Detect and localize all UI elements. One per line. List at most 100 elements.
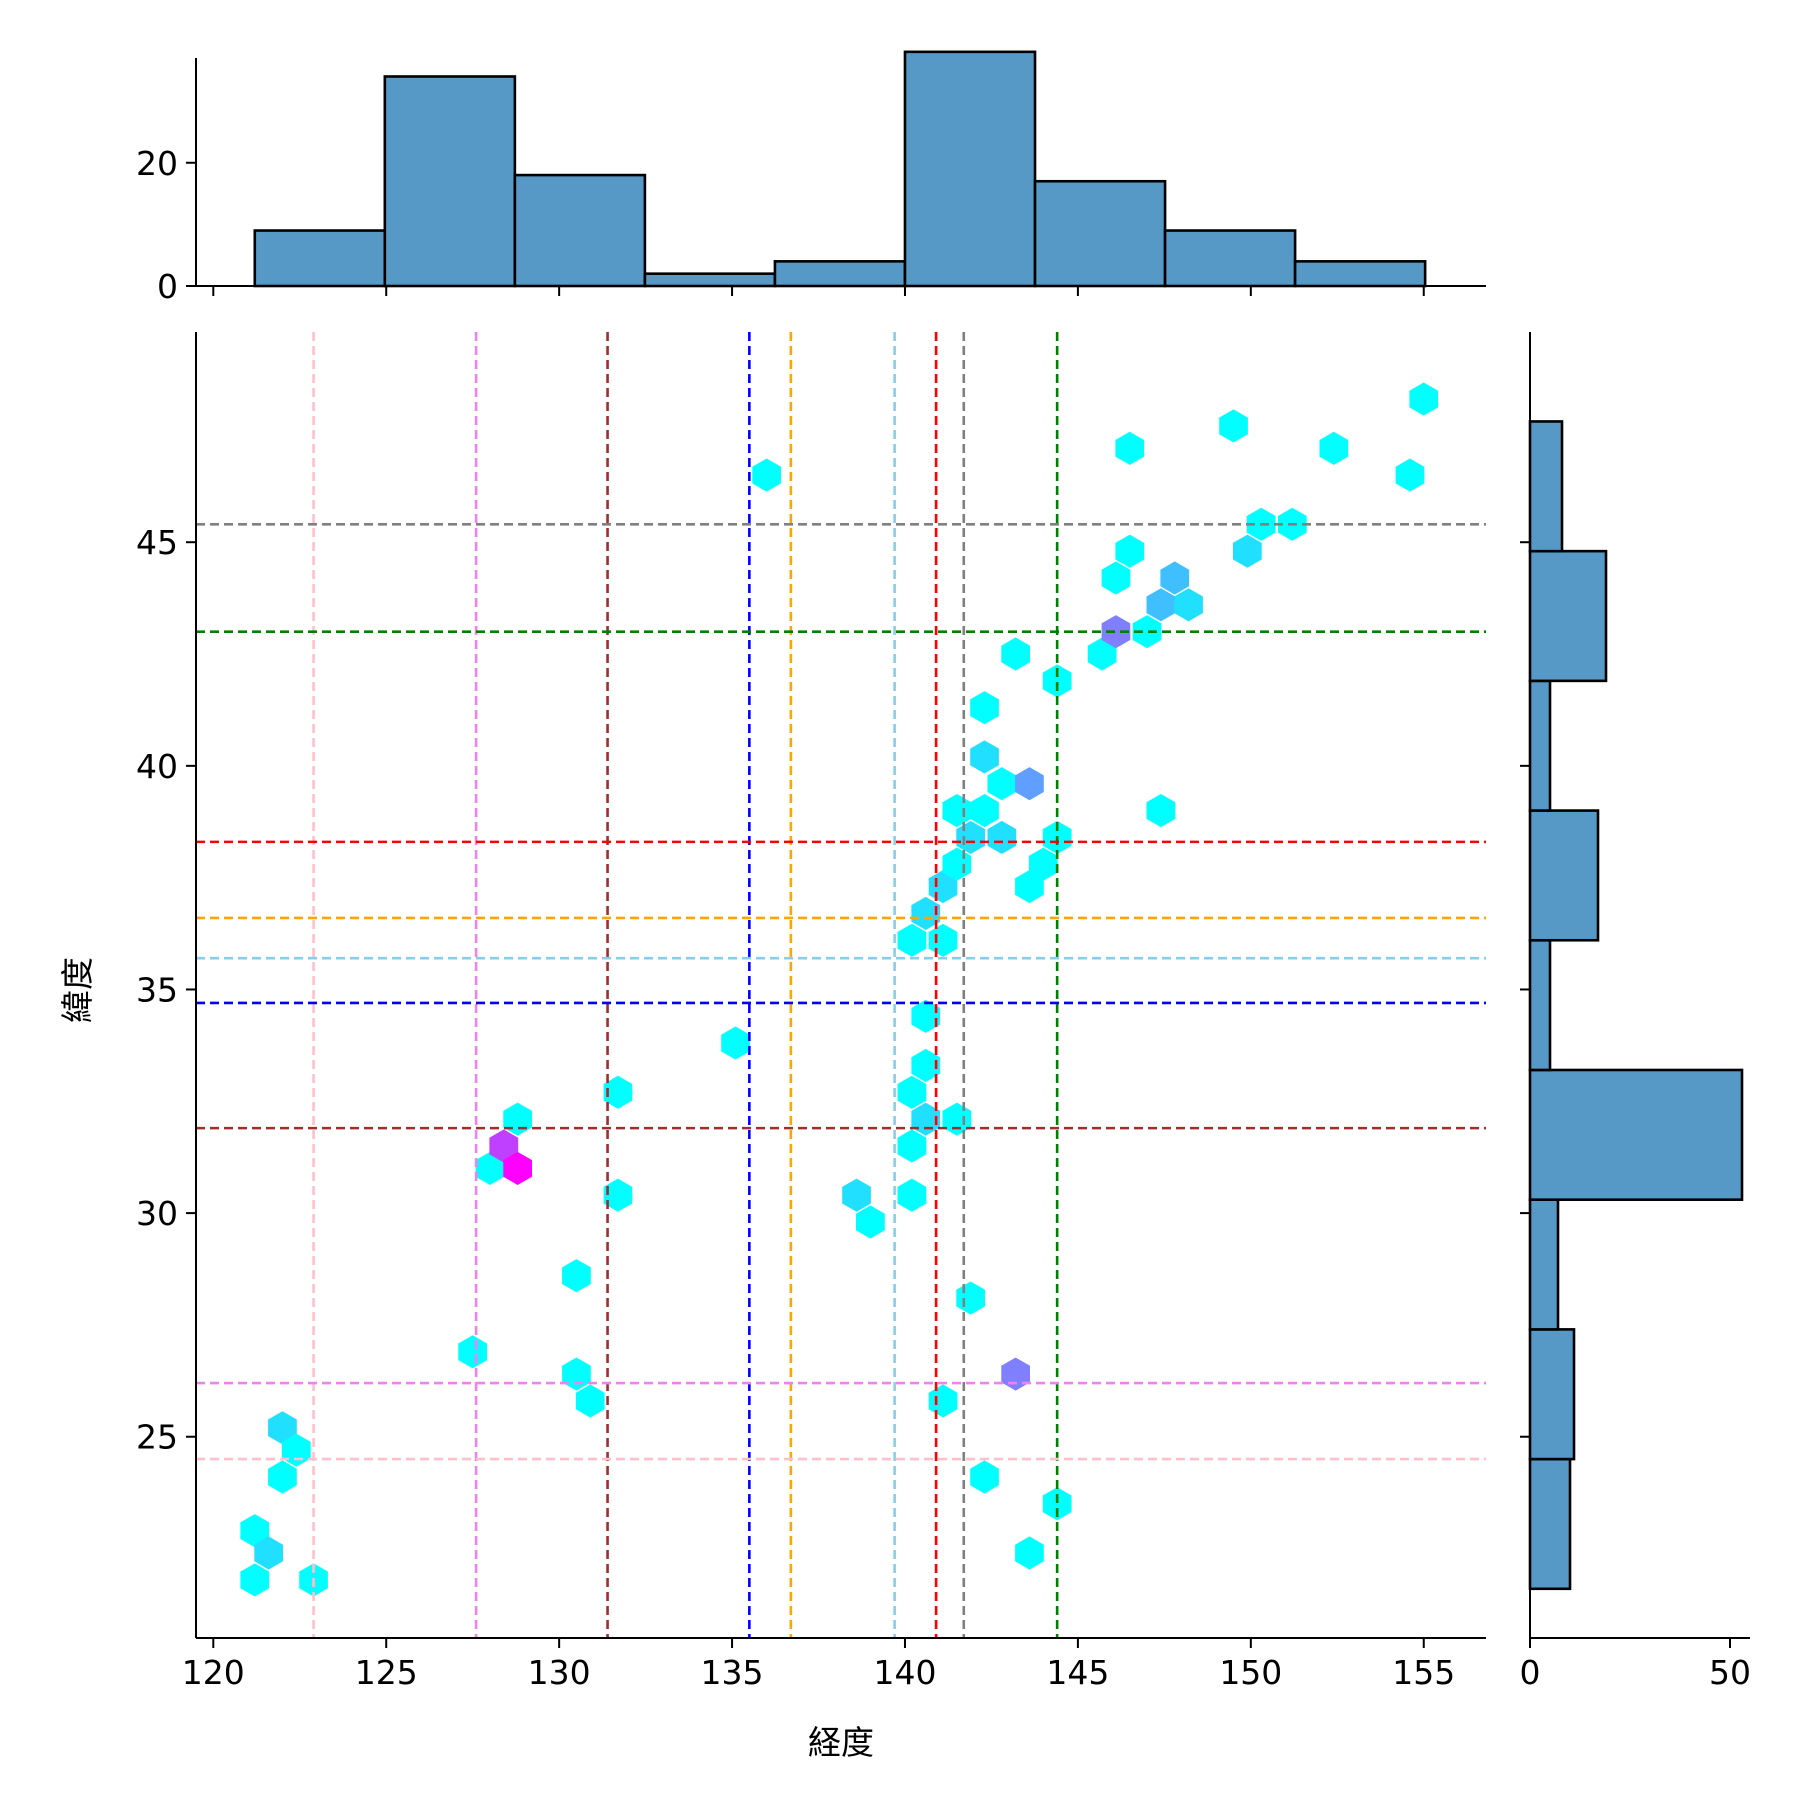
hexbin-cell: [562, 1357, 591, 1391]
hexbin-cell: [503, 1151, 532, 1185]
x-tick-label: 155: [1392, 1653, 1455, 1692]
y-tick-label: 45: [136, 523, 178, 562]
y-axis-label: 緯度: [58, 957, 97, 1023]
hexbin-cell: [897, 1129, 927, 1163]
hexbin-cell: [897, 1075, 927, 1109]
hexbin-cell: [856, 1205, 885, 1239]
hexbin-cell: [842, 1178, 871, 1212]
right-hist-x-tick-label: 0: [1520, 1653, 1541, 1692]
hexbin-cell: [911, 1048, 941, 1083]
hexbin-cell: [1042, 1487, 1072, 1521]
hexbin-cell: [1319, 431, 1349, 465]
x-tick-label: 140: [873, 1653, 936, 1692]
top-hist-bar: [643, 272, 777, 288]
x-tick-label: 135: [701, 1653, 764, 1692]
hexbin-cell: [928, 1384, 958, 1418]
hexbin-cell: [1015, 1536, 1044, 1570]
right-hist-bar: [1528, 1068, 1744, 1201]
right-hist-x-tick-label: 50: [1709, 1653, 1751, 1692]
hexbin-cell: [503, 1102, 532, 1136]
right-hist-bar: [1528, 420, 1564, 553]
top-hist-y-tick-label: 20: [136, 144, 178, 183]
hexbin-cell: [970, 740, 999, 774]
hexbin-cell: [1160, 561, 1190, 595]
y-tick-label: 30: [136, 1194, 178, 1233]
hexbin-cell: [1219, 409, 1248, 443]
vertical-reference-lines: [312, 332, 1059, 1638]
hexbin-cell: [987, 767, 1017, 801]
hexbin-cell: [970, 691, 999, 725]
hexbin-cell: [956, 1281, 985, 1315]
hexbin-cell: [1395, 458, 1425, 492]
hexbin-cell: [1001, 637, 1030, 671]
hexbin-cell: [970, 1460, 999, 1494]
hexbin-cell: [752, 458, 781, 492]
hexbin-cell: [1001, 1357, 1030, 1391]
right-hist-bar: [1528, 679, 1552, 812]
hexbin-cell: [562, 1259, 591, 1293]
hexbin-cell: [458, 1335, 487, 1369]
main-axes: 120 125 130 135 140 145 150 155 25 30 35 40 45: [136, 332, 1486, 1692]
hexbin-cell: [942, 1102, 972, 1136]
hexbin-cell: [956, 820, 985, 854]
hexbin-cell: [1115, 534, 1145, 568]
hexbin-cell: [911, 896, 941, 930]
hexbin-cell: [1233, 534, 1262, 568]
hexbin-cell: [281, 1433, 311, 1467]
right-hist-bar: [1528, 809, 1600, 942]
hexbin-cell: [268, 1460, 297, 1494]
horizontal-reference-lines: [196, 523, 1486, 1461]
hexbin-cell: [987, 820, 1017, 854]
hexbin-cells: [240, 382, 1439, 1597]
y-tick-label: 40: [136, 747, 178, 786]
hexbin-cell: [911, 999, 941, 1033]
hexbin-plot: 120 125 130 135 140 145 150 155 25 30 35 40 45: [136, 332, 1486, 1692]
top-histogram: 0 20: [136, 50, 1486, 306]
hexbin-cell: [1146, 588, 1176, 622]
hexbin-cell: [1132, 615, 1162, 649]
y-tick-label: 25: [136, 1418, 178, 1457]
x-tick-label: 130: [528, 1653, 591, 1692]
hexbin-cell: [603, 1178, 633, 1212]
top-hist-bar: [903, 50, 1037, 288]
right-hist-bar: [1528, 938, 1552, 1072]
right-hist-bar: [1528, 1328, 1576, 1461]
right-histogram: 0 50: [1520, 332, 1751, 1692]
hexbin-cell: [970, 794, 999, 828]
top-hist-bar: [1293, 260, 1427, 288]
hexbin-cell: [240, 1563, 270, 1597]
right-hist-bar: [1528, 1457, 1572, 1591]
hexbin-cell: [721, 1026, 750, 1060]
hexbin-cell: [942, 794, 972, 828]
hexbin-cell: [1015, 767, 1044, 801]
x-axis-label: 経度: [808, 1723, 874, 1762]
x-tick-label: 120: [182, 1653, 245, 1692]
right-hist-bar: [1528, 549, 1608, 683]
x-tick-label: 125: [355, 1653, 418, 1692]
hexbin-cell: [1409, 382, 1439, 416]
top-hist-bar: [383, 75, 517, 288]
hexbin-cell: [1146, 794, 1176, 828]
hexbin-cell: [603, 1075, 633, 1109]
hexbin-cell: [1174, 588, 1203, 622]
x-tick-label: 145: [1046, 1653, 1109, 1692]
hexbin-cell: [897, 1178, 927, 1212]
hexbin-cell: [575, 1384, 605, 1418]
top-hist-bar: [253, 229, 387, 288]
hexbin-cell: [254, 1536, 283, 1570]
hexbin-cell: [928, 923, 958, 957]
hexbin-cell: [1101, 561, 1131, 595]
right-hist-bar: [1528, 1198, 1560, 1331]
top-hist-y-tick-label: 0: [157, 267, 178, 306]
hexbin-cell: [897, 923, 927, 957]
y-tick-label: 35: [136, 970, 178, 1009]
top-hist-bar: [1163, 229, 1297, 288]
hexbin-cell: [1101, 615, 1131, 649]
top-hist-bar: [773, 260, 907, 288]
top-hist-bar: [1033, 179, 1167, 288]
top-hist-bar: [513, 173, 647, 288]
hexbin-cell: [1115, 431, 1145, 465]
x-tick-label: 150: [1219, 1653, 1282, 1692]
